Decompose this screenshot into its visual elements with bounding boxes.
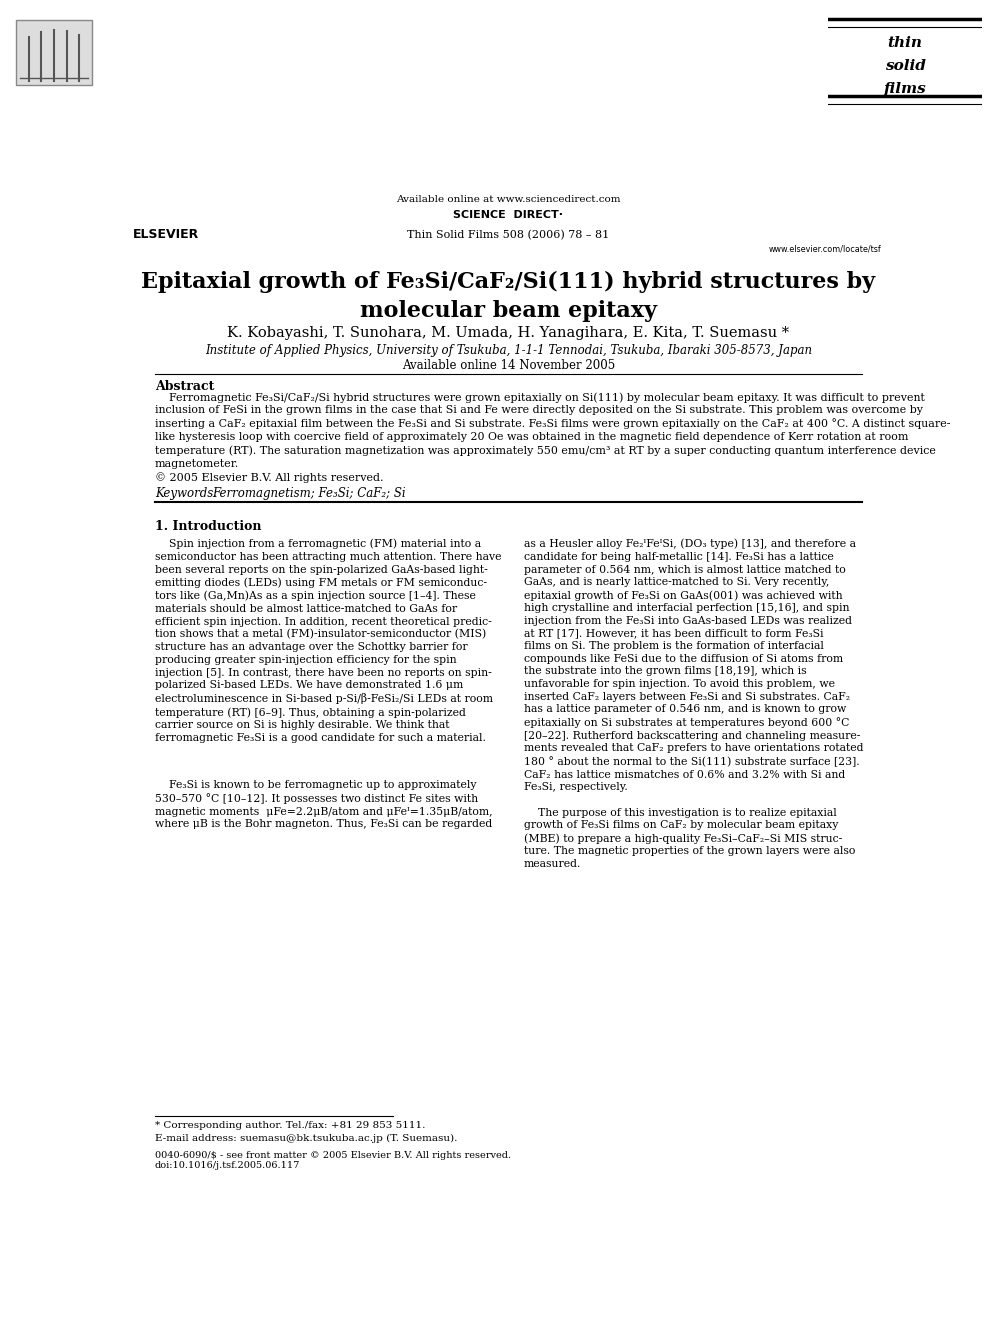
Text: The purpose of this investigation is to realize epitaxial
growth of Fe₃Si films : The purpose of this investigation is to … <box>524 807 855 869</box>
Text: Available online at www.sciencedirect.com: Available online at www.sciencedirect.co… <box>396 196 621 205</box>
Text: Institute of Applied Physics, University of Tsukuba, 1-1-1 Tennodai, Tsukuba, Ib: Institute of Applied Physics, University… <box>204 344 812 357</box>
Text: SCIENCE  DIRECT·: SCIENCE DIRECT· <box>453 209 563 220</box>
Text: E-mail address: suemasu@bk.tsukuba.ac.jp (T. Suemasu).: E-mail address: suemasu@bk.tsukuba.ac.jp… <box>155 1134 457 1143</box>
Text: © 2005 Elsevier B.V. All rights reserved.: © 2005 Elsevier B.V. All rights reserved… <box>155 472 383 483</box>
Text: ELSEVIER: ELSEVIER <box>133 228 199 241</box>
Text: 1. Introduction: 1. Introduction <box>155 520 261 533</box>
Text: Ferromagnetism; Fe₃Si; CaF₂; Si: Ferromagnetism; Fe₃Si; CaF₂; Si <box>212 487 406 500</box>
Text: Spin injection from a ferromagnetic (FM) material into a
semiconductor has been : Spin injection from a ferromagnetic (FM)… <box>155 538 501 744</box>
Text: Keywords:: Keywords: <box>155 487 217 500</box>
Text: www.elsevier.com/locate/tsf: www.elsevier.com/locate/tsf <box>769 245 882 253</box>
Text: Ferromagnetic Fe₃Si/CaF₂/Si hybrid structures were grown epitaxially on Si(111) : Ferromagnetic Fe₃Si/CaF₂/Si hybrid struc… <box>155 392 950 468</box>
Text: * Corresponding author. Tel./fax: +81 29 853 5111.: * Corresponding author. Tel./fax: +81 29… <box>155 1122 426 1130</box>
Text: Thin Solid Films 508 (2006) 78 – 81: Thin Solid Films 508 (2006) 78 – 81 <box>408 230 609 241</box>
FancyBboxPatch shape <box>16 20 92 85</box>
Text: Fe₃Si is known to be ferromagnetic up to approximately
530–570 °C [10–12]. It po: Fe₃Si is known to be ferromagnetic up to… <box>155 781 492 830</box>
Text: Epitaxial growth of Fe₃Si/CaF₂/Si(111) hybrid structures by
molecular beam epita: Epitaxial growth of Fe₃Si/CaF₂/Si(111) h… <box>141 271 876 321</box>
Text: solid: solid <box>885 60 926 73</box>
Text: films: films <box>884 82 927 97</box>
Text: Available online 14 November 2005: Available online 14 November 2005 <box>402 360 615 373</box>
Text: doi:10.1016/j.tsf.2005.06.117: doi:10.1016/j.tsf.2005.06.117 <box>155 1162 301 1170</box>
Text: Abstract: Abstract <box>155 380 214 393</box>
Text: K. Kobayashi, T. Sunohara, M. Umada, H. Yanagihara, E. Kita, T. Suemasu *: K. Kobayashi, T. Sunohara, M. Umada, H. … <box>227 325 790 340</box>
Text: as a Heusler alloy Fe₂ᴵFeᴵSi, (DO₃ type) [13], and therefore a
candidate for bei: as a Heusler alloy Fe₂ᴵFeᴵSi, (DO₃ type)… <box>524 538 863 792</box>
Text: thin: thin <box>888 36 923 50</box>
Text: 0040-6090/$ - see front matter © 2005 Elsevier B.V. All rights reserved.: 0040-6090/$ - see front matter © 2005 El… <box>155 1151 511 1160</box>
